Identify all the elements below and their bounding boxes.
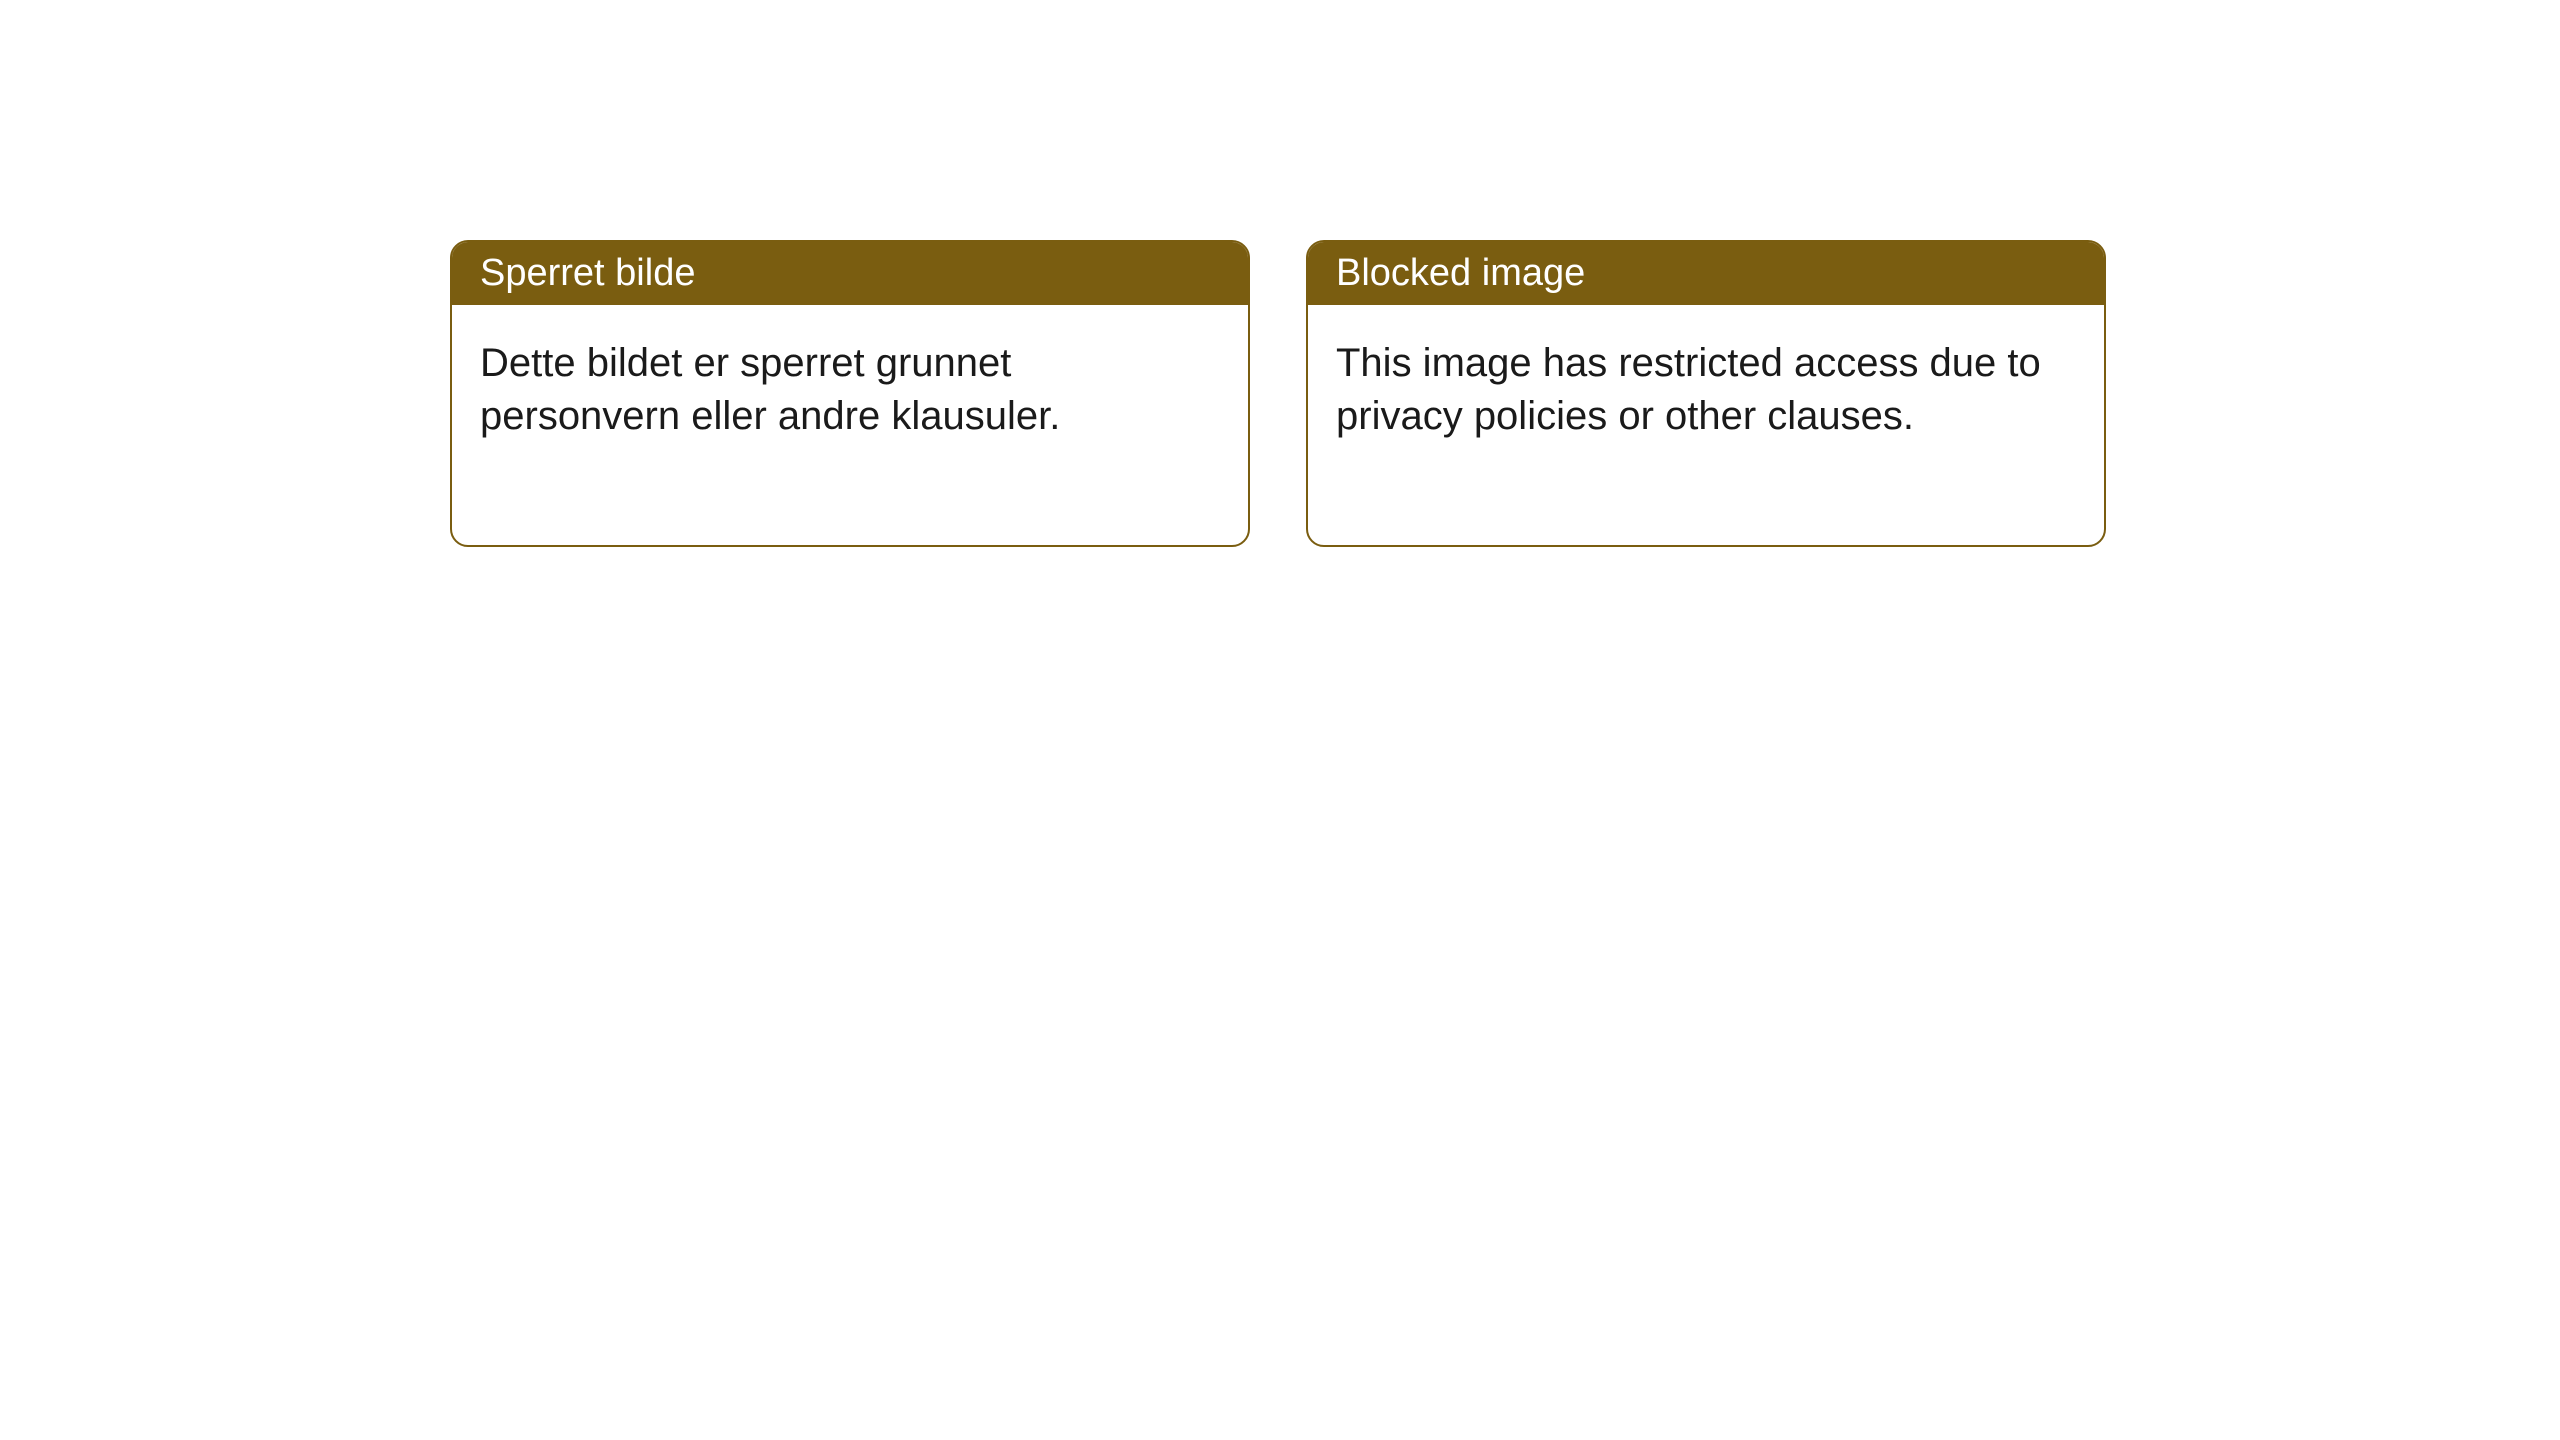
- card-body: Dette bildet er sperret grunnet personve…: [452, 305, 1248, 545]
- card-body-text: This image has restricted access due to …: [1336, 341, 2041, 438]
- card-header: Sperret bilde: [452, 242, 1248, 305]
- notice-cards-container: Sperret bilde Dette bildet er sperret gr…: [450, 240, 2106, 547]
- card-title: Blocked image: [1336, 252, 1585, 294]
- notice-card-english: Blocked image This image has restricted …: [1306, 240, 2106, 547]
- notice-card-norwegian: Sperret bilde Dette bildet er sperret gr…: [450, 240, 1250, 547]
- card-title: Sperret bilde: [480, 252, 695, 294]
- card-body: This image has restricted access due to …: [1308, 305, 2104, 545]
- card-header: Blocked image: [1308, 242, 2104, 305]
- card-body-text: Dette bildet er sperret grunnet personve…: [480, 341, 1060, 438]
